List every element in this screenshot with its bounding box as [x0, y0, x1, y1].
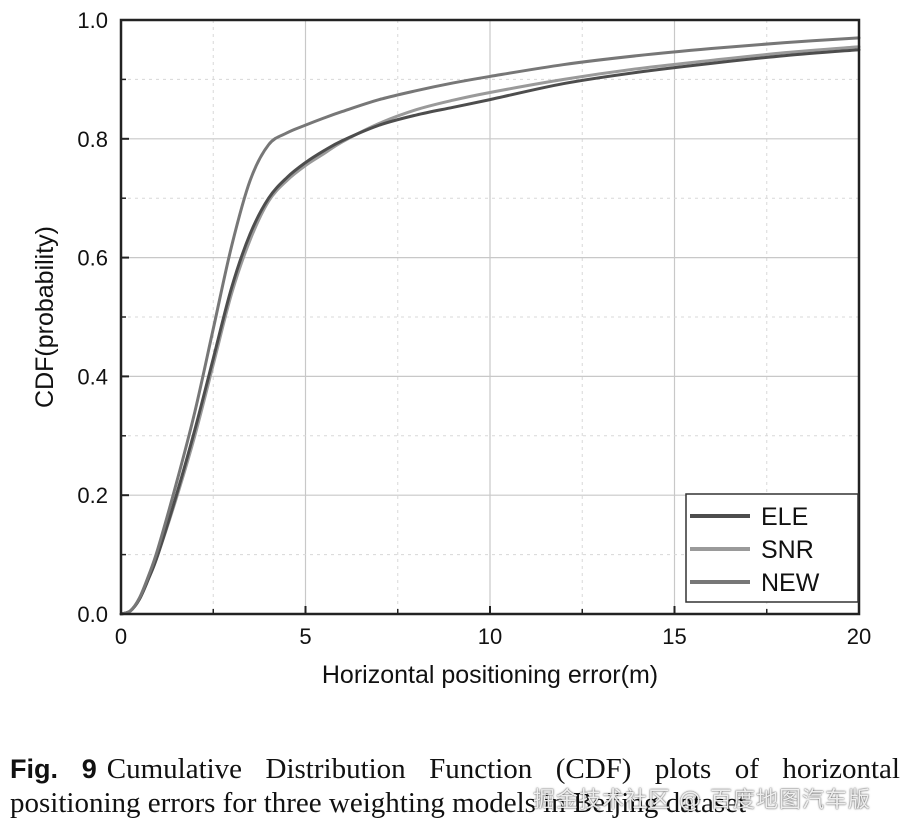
cdf-chart: 0 5 10 15 20 0.0 0.2 0.4 0.6 0.8 1.0 Horizontal po… — [31, 8, 871, 689]
caption-text: Cumulative Distribution Function (CDF) p… — [10, 753, 900, 819]
x-tick-label: 10 — [478, 624, 502, 649]
caption-label: Fig. 9 — [10, 754, 97, 784]
x-tick-label: 20 — [847, 624, 871, 649]
legend: ELE SNR NEW — [685, 493, 859, 603]
y-tick-label: 1.0 — [77, 8, 108, 33]
legend-label-snr: SNR — [761, 536, 814, 564]
x-axis-label: Horizontal positioning error(m) — [322, 661, 658, 689]
y-axis-label: CDF(probability) — [31, 226, 59, 408]
legend-label-new: NEW — [761, 569, 820, 597]
x-tick-label: 0 — [115, 624, 127, 649]
watermark: 掘金技术社区 @ 百度地图汽车版 — [533, 788, 871, 813]
x-tick-label: 5 — [299, 624, 311, 649]
series-lines — [119, 36, 861, 616]
legend-label-ele: ELE — [761, 503, 808, 531]
figure-caption: Fig. 9 Cumulative Distribution Function (… — [10, 752, 900, 820]
series-line-new — [119, 36, 861, 616]
y-tick-label: 0.6 — [77, 246, 108, 271]
series-line-ele — [119, 48, 861, 616]
y-tick-label: 0.2 — [77, 483, 108, 508]
y-tick-label: 0.8 — [77, 127, 108, 152]
axis-ticks: 0 5 10 15 20 0.0 0.2 0.4 0.6 0.8 1.0 — [77, 8, 871, 649]
x-tick-label: 15 — [662, 624, 686, 649]
y-tick-label: 0.4 — [77, 364, 108, 389]
y-tick-label: 0.0 — [77, 602, 108, 627]
